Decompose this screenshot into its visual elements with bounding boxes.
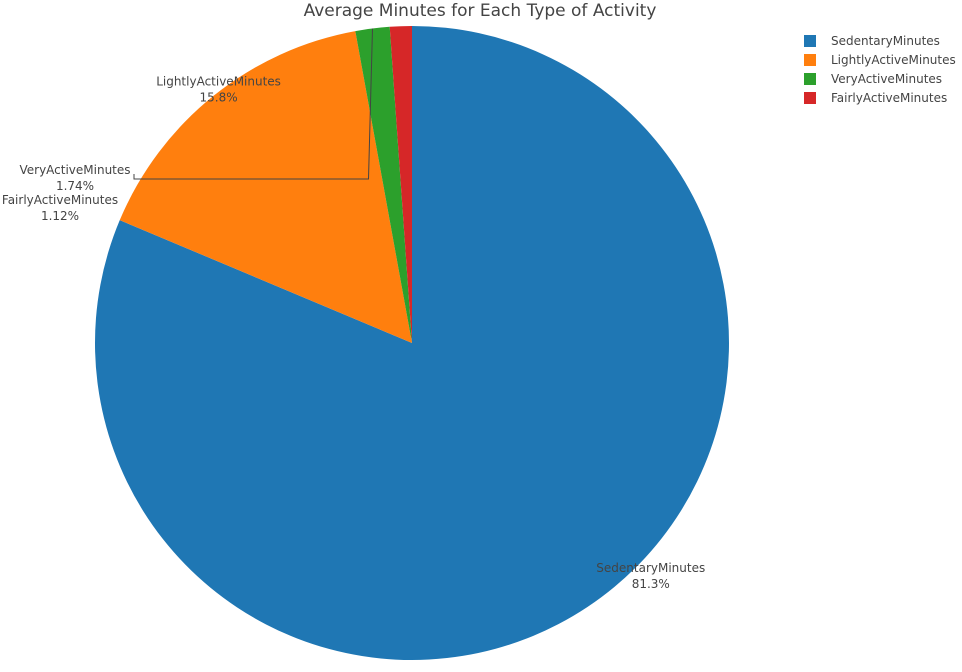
pie-slice-fairly-active-minutes[interactable] [389, 26, 412, 343]
legend-label: VeryActiveMinutes [831, 72, 942, 86]
slice-label-percent: 1.12% [41, 209, 79, 223]
slice-label-name: VeryActiveMinutes [19, 163, 130, 177]
legend-label: SedentaryMinutes [831, 34, 940, 48]
legend-swatch [804, 54, 816, 66]
slice-label-name: FairlyActiveMinutes [2, 193, 118, 207]
chart-title: Average Minutes for Each Type of Activit… [304, 1, 657, 21]
legend-label: LightlyActiveMinutes [831, 53, 956, 67]
legend-item-sedentary-minutes[interactable]: SedentaryMinutes [804, 34, 940, 48]
legend-swatch [804, 92, 816, 104]
legend: SedentaryMinutes LightlyActiveMinutes Very… [804, 34, 956, 105]
legend-swatch [804, 73, 816, 85]
legend-label: FairlyActiveMinutes [831, 91, 947, 105]
slice-label-fairly-active-minutes: FairlyActiveMinutes 1.12% [2, 193, 118, 223]
legend-item-very-active-minutes[interactable]: VeryActiveMinutes [804, 72, 942, 86]
legend-swatch [804, 35, 816, 47]
pie-slice-very-active-minutes[interactable] [355, 26, 412, 343]
slice-label-percent: 81.3% [632, 577, 670, 591]
legend-item-fairly-active-minutes[interactable]: FairlyActiveMinutes [804, 91, 947, 105]
pie-slice-sedentary-minutes[interactable] [94, 26, 729, 660]
legend-item-lightly-active-minutes[interactable]: LightlyActiveMinutes [804, 53, 956, 67]
slice-label-percent: 1.74% [56, 179, 94, 193]
slice-label-sedentary-minutes: SedentaryMinutes 81.3% [596, 561, 705, 591]
slice-label-percent: 15.8% [200, 91, 238, 105]
pie-slices [94, 26, 729, 660]
pie-slice-lightly-active-minutes[interactable] [119, 31, 412, 344]
slice-label-lightly-active-minutes: LightlyActiveMinutes 15.8% [156, 75, 281, 105]
slice-label-very-active-minutes: VeryActiveMinutes 1.74% [19, 28, 373, 193]
label-leader-line [133, 28, 373, 180]
slice-labels: SedentaryMinutes 81.3% LightlyActiveMinute… [2, 28, 705, 591]
slice-label-name: SedentaryMinutes [596, 561, 705, 575]
slice-label-name: LightlyActiveMinutes [156, 75, 281, 89]
